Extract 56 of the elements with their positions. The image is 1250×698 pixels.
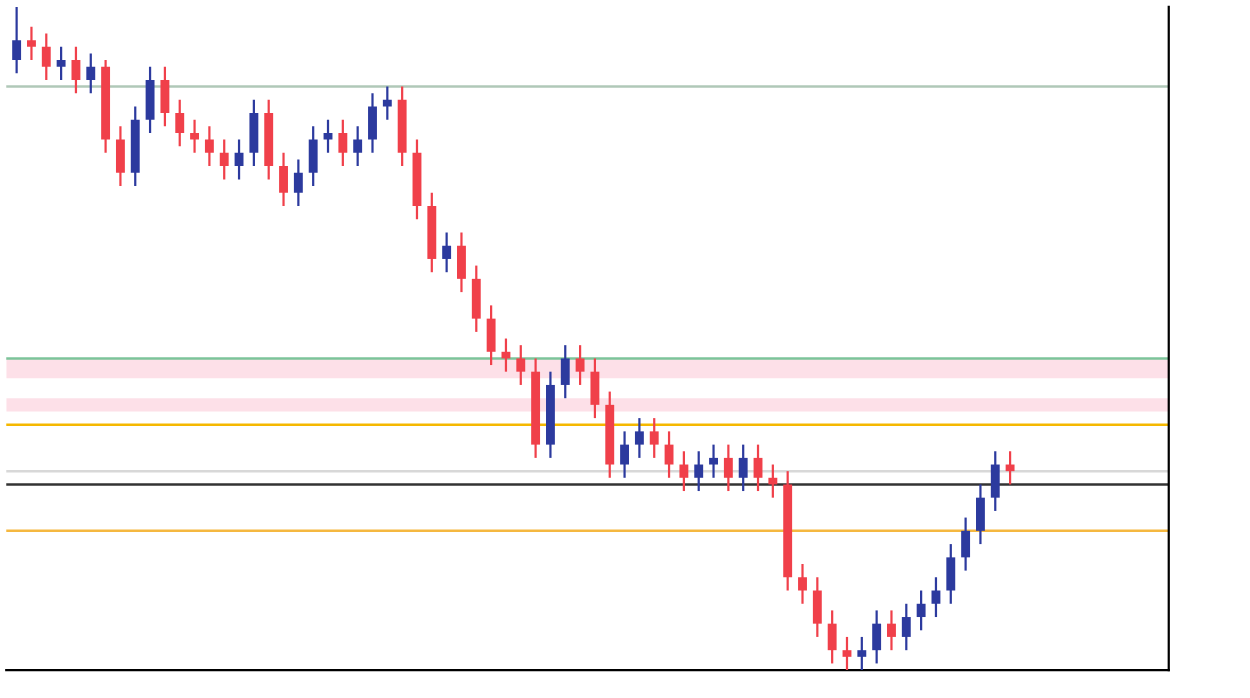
candlestick bbox=[323, 118, 333, 154]
candlestick bbox=[12, 6, 22, 75]
candlestick bbox=[798, 562, 807, 605]
candlestick bbox=[71, 45, 81, 95]
candlestick bbox=[560, 344, 570, 400]
candlestick bbox=[679, 450, 689, 493]
candlestick bbox=[812, 576, 822, 639]
candlestick bbox=[308, 125, 318, 188]
candlestick bbox=[990, 450, 1000, 513]
candlestick bbox=[204, 125, 214, 168]
candlestick bbox=[442, 231, 452, 274]
candlestick bbox=[486, 304, 496, 367]
candlestick bbox=[649, 416, 659, 459]
candlestick bbox=[115, 125, 125, 188]
candlestick bbox=[160, 65, 170, 128]
candlestick bbox=[664, 430, 674, 479]
candlestick bbox=[590, 357, 600, 420]
candlestick bbox=[857, 635, 867, 671]
candlestick bbox=[842, 635, 852, 671]
candlestick bbox=[620, 430, 630, 479]
candlestick bbox=[56, 45, 66, 82]
candlestick bbox=[738, 443, 748, 493]
candlestick bbox=[457, 231, 466, 294]
candlestick bbox=[471, 264, 481, 334]
candlestick bbox=[41, 32, 51, 82]
candlestick bbox=[1005, 450, 1015, 486]
candlestick bbox=[946, 542, 956, 605]
candlestick bbox=[975, 483, 985, 546]
candlestick bbox=[190, 118, 200, 154]
candlestick bbox=[575, 344, 585, 387]
candlestick bbox=[219, 138, 229, 181]
candlestick bbox=[872, 609, 882, 665]
candlestick bbox=[338, 118, 348, 168]
candlestick bbox=[501, 337, 511, 373]
candlestick bbox=[694, 450, 704, 493]
candlestick bbox=[634, 416, 644, 459]
candlestick bbox=[916, 589, 926, 632]
candlestick bbox=[516, 344, 526, 387]
candlestick bbox=[723, 443, 733, 493]
candlestick bbox=[887, 609, 896, 652]
candlestick bbox=[961, 516, 971, 572]
candlestick bbox=[901, 602, 911, 652]
candlestick bbox=[709, 443, 718, 479]
candlestick bbox=[768, 463, 778, 499]
candlestick bbox=[175, 98, 185, 148]
candlestick bbox=[382, 85, 392, 121]
candlestick bbox=[279, 151, 288, 208]
candlestick bbox=[249, 98, 259, 168]
candlestick bbox=[145, 65, 155, 135]
candlestick bbox=[353, 125, 363, 168]
candlestick bbox=[827, 609, 837, 665]
candlestick bbox=[753, 443, 763, 493]
candlestick bbox=[368, 92, 377, 154]
candlestick bbox=[86, 52, 96, 95]
candlestick bbox=[27, 25, 36, 62]
candlestick bbox=[293, 158, 303, 208]
